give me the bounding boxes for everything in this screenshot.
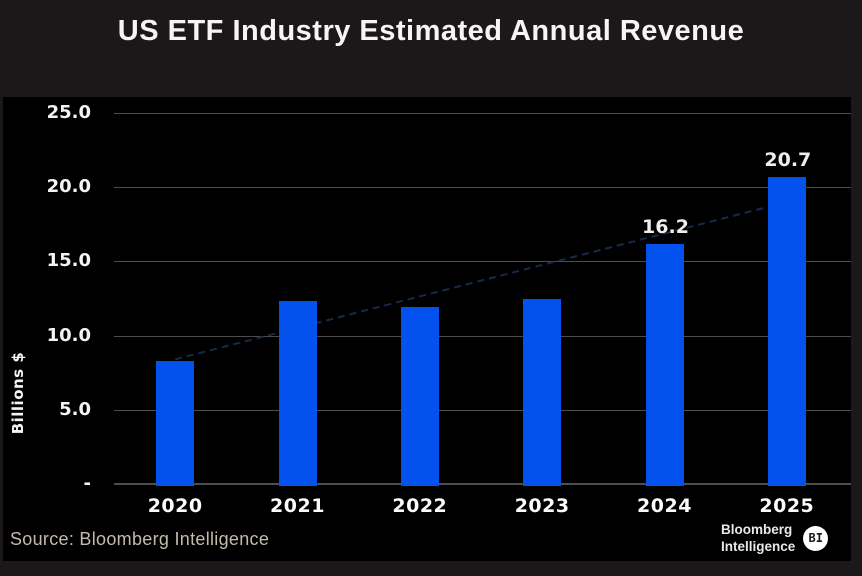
trendline: [174, 201, 788, 361]
gridline-20: [114, 187, 851, 189]
gridline-0: [114, 483, 851, 485]
bar-2021: [278, 301, 317, 486]
bar-2025: [767, 176, 806, 486]
x-tick-2022: 2022: [392, 495, 448, 517]
x-tick-2020: 2020: [147, 495, 203, 517]
bar-2020: [156, 360, 195, 486]
gridline-10: [114, 335, 851, 337]
bar-2024: [645, 243, 684, 486]
source-note: Source: Bloomberg Intelligence: [10, 529, 270, 549]
bar-2023: [523, 298, 562, 486]
y-tick-5: 5.0: [59, 398, 91, 420]
gridline-5: [114, 409, 851, 411]
logo-line-1: Bloomberg: [721, 522, 793, 537]
gridline-25: [114, 113, 851, 114]
bi-badge-icon: BI: [803, 525, 829, 551]
y-tick-10: 10.0: [46, 324, 91, 346]
x-tick-2023: 2023: [514, 495, 570, 517]
bar-2022: [400, 307, 439, 486]
y-tick-0: -: [83, 473, 91, 494]
x-tick-2021: 2021: [270, 495, 325, 517]
logo-line-2: Intelligence: [721, 539, 796, 554]
y-tick-20: 20.0: [46, 176, 91, 198]
x-tick-2025: 2025: [759, 495, 815, 517]
bar-value-label-2024: 16.2: [642, 215, 689, 238]
chart-panel: Billions $ 25.0 20.0 15.0 10.0 5.0- 16.2 20.7…: [3, 97, 851, 561]
bloomberg-intelligence-logo: Bloomberg Intelligence BI: [721, 521, 829, 555]
gridline-15: [114, 261, 851, 263]
bar-value-label-2025: 20.7: [764, 148, 812, 171]
chart-title: US ETF Industry Estimated Annual Revenue: [117, 15, 745, 47]
y-tick-25: 25.0: [46, 102, 91, 123]
x-tick-2024: 2024: [637, 495, 692, 517]
logo-text: Bloomberg Intelligence: [721, 521, 795, 555]
y-tick-15: 15.0: [46, 250, 91, 272]
